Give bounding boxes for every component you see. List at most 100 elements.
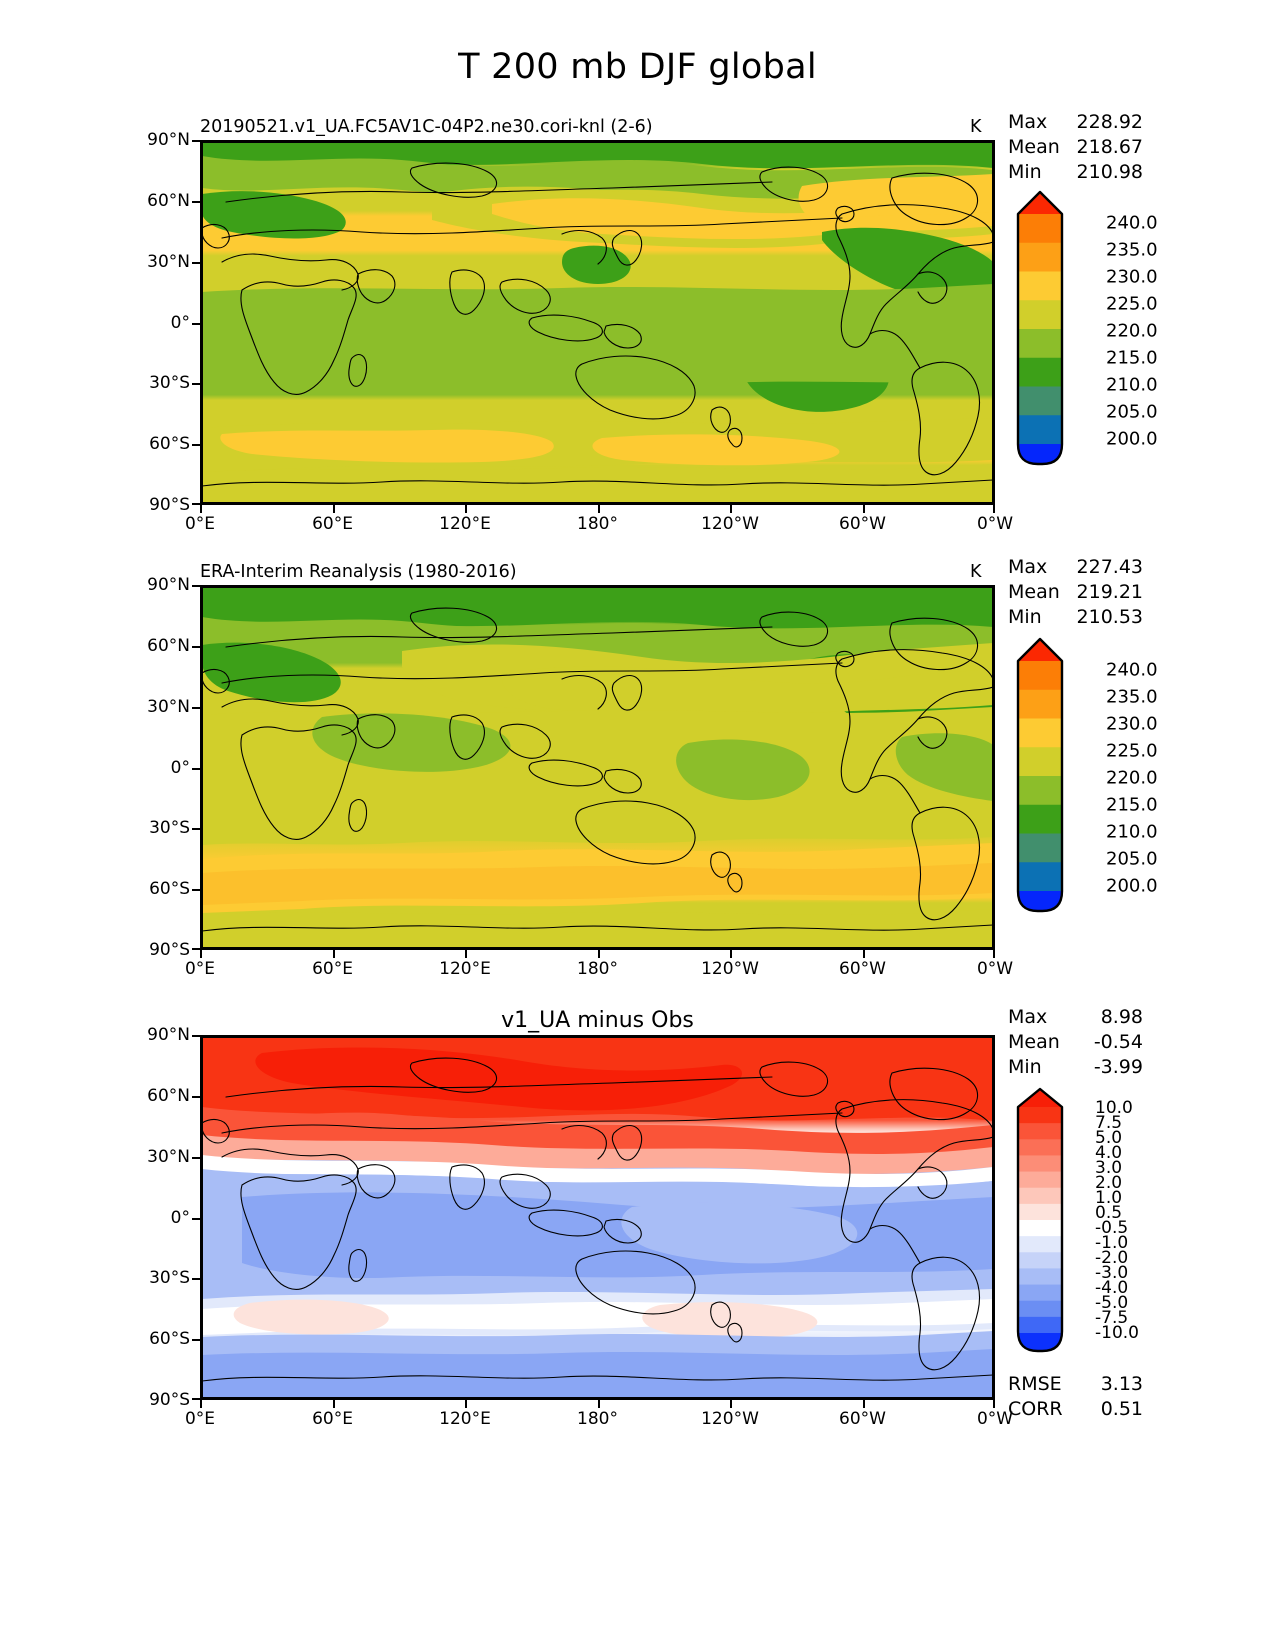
panel-diff-xtick-120w: 120°W <box>701 1409 759 1429</box>
panel-model-ytick-mark <box>192 261 200 264</box>
page-title: T 200 mb DJF global <box>458 47 817 87</box>
panel-diff: v1_UA minus Obs <box>147 1008 1013 1429</box>
panel-obs-stats: Max 227.43 Mean 219.21 Min 210.53 <box>1008 555 1143 630</box>
panel-model-ytick-30s: 30°S <box>149 373 190 394</box>
metric-corr-row: CORR 0.51 <box>1008 1397 1143 1422</box>
cbar-tick-220: 220.0 <box>1106 320 1158 342</box>
panel-diff-xtick-0e: 0°E <box>184 1409 216 1429</box>
panel-model-contour-plot <box>202 142 993 503</box>
panel-model-ytick-90s: 90°S <box>149 495 190 515</box>
panel-obs: ERA-Interim Reanalysis (1980-2016) K <box>147 562 1013 979</box>
panel-model-xtick-mark <box>465 505 467 513</box>
panel-model-ytick-mark <box>192 383 200 386</box>
panel-model-xtick-mark <box>200 505 202 513</box>
panel-diff-ytick-0: 0° <box>170 1207 190 1228</box>
panel-obs-ytick-60s: 60°S <box>149 879 190 900</box>
panel-diff-ytick-mark <box>192 1156 200 1159</box>
panel-obs-xtick-180: 180° <box>577 959 618 979</box>
cbar-tick-240: 240.0 <box>1106 659 1158 681</box>
cbar-tick-230: 230.0 <box>1106 713 1158 735</box>
stat-max-label: Max <box>1008 556 1048 578</box>
panel-diff-ytick-mark <box>192 1398 200 1400</box>
panel-model-ytick-90n: 90°N <box>147 130 190 150</box>
panel-diff-xtick-mark <box>993 1400 995 1408</box>
panel-obs-ytick-mark <box>192 828 200 831</box>
panel-obs-ytick-mark <box>192 948 200 950</box>
stat-max-value: 228.92 <box>1076 111 1143 133</box>
panel-model-units: K <box>970 117 982 137</box>
stat-max-label: Max <box>1008 111 1048 133</box>
panel-diff-ytick-mark <box>192 1339 200 1342</box>
panel-diff-ytick-mark <box>192 1278 200 1281</box>
panel-obs-ytick-60n: 60°N <box>147 635 190 656</box>
cbar-tick-neg1: -1.0 <box>1095 1233 1129 1253</box>
metric-rmse-row: RMSE 3.13 <box>1008 1372 1143 1397</box>
stat-min-row: Min 210.98 <box>1008 160 1143 185</box>
stat-mean-value: 218.67 <box>1076 136 1143 158</box>
panel-obs-xtick-60e: 60°E <box>312 959 353 979</box>
panel-model-xtick-60w: 60°W <box>839 514 886 534</box>
panel-diff-ytick-mark <box>192 1217 200 1220</box>
panel-model-ytick-mark <box>192 140 200 142</box>
cbar-tick-neg5: -5.0 <box>1095 1293 1129 1313</box>
stat-mean-value: -0.54 <box>1093 1031 1143 1053</box>
panel-obs-contour-plot <box>202 587 993 948</box>
panel-obs-xtick-0e: 0°E <box>184 959 216 979</box>
panel-diff-metrics: RMSE 3.13 CORR 0.51 <box>1008 1372 1143 1422</box>
panel-model-ytick-mark <box>192 200 200 203</box>
panel-diff-xtick-180: 180° <box>577 1409 618 1429</box>
cbar-tick-205: 205.0 <box>1106 848 1158 870</box>
panel-diff-xtick-60e: 60°E <box>312 1409 353 1429</box>
panel-diff-contour-plot <box>202 1037 993 1398</box>
panel-model-ytick-mark <box>192 444 200 447</box>
cbar-tick-5: 5.0 <box>1095 1128 1123 1148</box>
panel-model-xtick-120w: 120°W <box>701 514 759 534</box>
panel-model-colorbar <box>1010 188 1100 473</box>
cbar-tick-neg4: -4.0 <box>1095 1278 1129 1298</box>
panel-obs-ytick-30n: 30°N <box>147 696 190 717</box>
stat-min-label: Min <box>1008 161 1042 183</box>
panel-model-xtick-mark <box>862 505 865 513</box>
panel-obs-xtick-0w: 0°W <box>976 959 1014 979</box>
cbar-tick-225: 225.0 <box>1106 740 1158 762</box>
metric-rmse-label: RMSE <box>1008 1373 1062 1395</box>
panel-obs-xtick-mark <box>862 950 865 958</box>
cbar-tick-neg7p5: -7.5 <box>1095 1308 1129 1328</box>
cbar-tick-210: 210.0 <box>1106 374 1158 396</box>
panel-obs-xtick-mark <box>993 950 995 958</box>
stat-min-label: Min <box>1008 606 1042 628</box>
panel-obs-xtick-120e: 120°E <box>439 959 491 979</box>
cbar-tick-neg10: -10.0 <box>1095 1323 1139 1343</box>
panel-diff-ytick-60s: 60°S <box>149 1329 190 1350</box>
panel-model-ytick-60s: 60°S <box>149 434 190 455</box>
panel-diff-ytick-mark <box>192 1035 200 1037</box>
cbar-tick-4: 4.0 <box>1095 1143 1123 1163</box>
panel-model-map[interactable] <box>200 140 995 505</box>
panel-diff-ytick-90s: 90°S <box>149 1390 190 1410</box>
cbar-tick-240: 240.0 <box>1106 212 1158 234</box>
stat-min-value: 210.53 <box>1076 606 1143 628</box>
panel-diff-stats: Max 8.98 Mean -0.54 Min -3.99 <box>1008 1005 1143 1080</box>
cbar-tick-10: 10.0 <box>1095 1098 1133 1118</box>
panel-model-xtick-mark <box>993 505 995 513</box>
cbar-tick-neg0p5: -0.5 <box>1095 1218 1129 1238</box>
cbar-tick-215: 215.0 <box>1106 794 1158 816</box>
panel-diff-colorbar-swatches <box>1016 1087 1064 1353</box>
panel-model-ytick-mark <box>192 503 200 505</box>
stat-max-value: 8.98 <box>1100 1006 1143 1028</box>
panel-model-ytick-0: 0° <box>170 312 190 333</box>
panel-diff-xtick-120e: 120°E <box>439 1409 491 1429</box>
cbar-tick-210: 210.0 <box>1106 821 1158 843</box>
stat-mean-row: Mean 218.67 <box>1008 135 1143 160</box>
stat-mean-row: Mean -0.54 <box>1008 1030 1143 1055</box>
panel-obs-map[interactable] <box>200 585 995 950</box>
panel-diff-title: v1_UA minus Obs <box>501 1008 694 1033</box>
panel-model-stats: Max 228.92 Mean 218.67 Min 210.98 <box>1008 110 1143 185</box>
panel-diff-map[interactable] <box>200 1035 995 1400</box>
stat-min-row: Min -3.99 <box>1008 1055 1143 1080</box>
cbar-tick-neg2: -2.0 <box>1095 1248 1129 1268</box>
panel-obs-ytick-mark <box>192 767 200 770</box>
panel-obs-ytick-mark <box>192 706 200 709</box>
panel-diff-colorbar <box>1010 1085 1100 1360</box>
